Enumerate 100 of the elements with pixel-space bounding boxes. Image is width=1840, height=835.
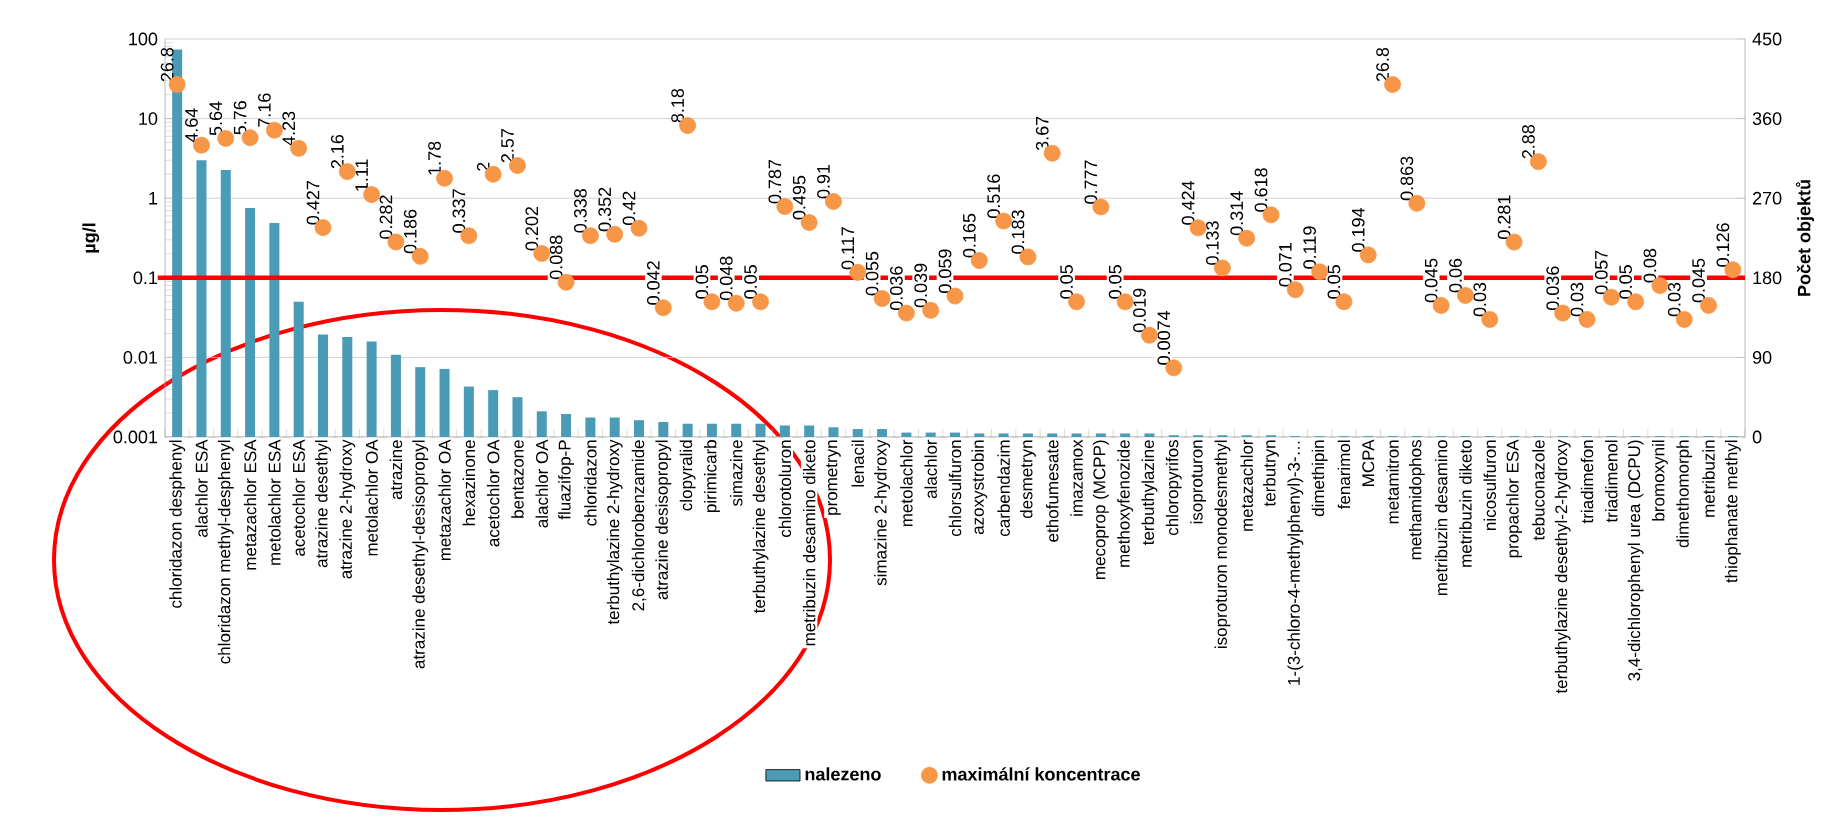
- x-tick-label: 2,6-dichlorobenzamide: [631, 440, 647, 611]
- data-label: 26.8: [1376, 47, 1389, 82]
- x-tick-label: metolachlor: [900, 439, 913, 527]
- x-tick-label: ethofumesate: [1045, 440, 1059, 542]
- x-tick-label: terbutryn: [1263, 440, 1279, 507]
- x-tick-label: methoxyfenozide: [1117, 440, 1134, 567]
- x-tick-label: desmetryn: [1020, 440, 1036, 519]
- data-label: 2.16: [330, 134, 344, 169]
- data-label: 0.06: [1449, 258, 1462, 293]
- y-tick-label: 0.1: [133, 271, 158, 285]
- x-tick-label: tebuconazole: [1532, 440, 1545, 541]
- x-tick-label: terbuthylazine desethyl-2-hydroxy: [1554, 439, 1571, 694]
- x-tick-label: hexazinone: [462, 440, 476, 526]
- x-tick-label: metazachlor OA: [438, 439, 451, 561]
- legend-label: nalezeno: [805, 767, 881, 781]
- data-label: 0.048: [719, 256, 733, 301]
- data-label: 0.05: [1108, 265, 1122, 299]
- x-tick-label: metribuzin: [1702, 440, 1715, 517]
- data-label: 0.05: [695, 265, 709, 299]
- x-tick-label: terbuthylazine: [1141, 440, 1158, 545]
- data-label: 0.338: [574, 189, 587, 233]
- data-label: 0.059: [938, 249, 952, 293]
- data-label: 0.05: [744, 265, 757, 299]
- data-label: 0.055: [865, 251, 879, 296]
- data-label: 0.165: [962, 213, 976, 258]
- x-tick-label: atrazine desethyl-desisopropyl: [412, 440, 429, 669]
- data-label: 0.036: [1546, 266, 1560, 311]
- x-tick-label: metazachlor ESA: [243, 439, 257, 570]
- y-tick-label: 0.01: [123, 351, 158, 364]
- x-tick-label: triadimefon: [1580, 440, 1594, 524]
- x-tick-label: lenacil: [851, 440, 865, 487]
- data-label: 0.516: [987, 174, 1001, 218]
- data-label: 0.91: [817, 164, 830, 199]
- data-label: 0.787: [768, 159, 782, 204]
- x-tick-label: metribuzin desamino diketo: [802, 440, 816, 646]
- data-label: 0.05: [1327, 265, 1341, 299]
- data-label: 0.618: [1254, 168, 1268, 212]
- x-tick-label: MCPA: [1362, 439, 1375, 486]
- data-label: 0.039: [914, 263, 928, 308]
- data-label: 1.11: [355, 159, 368, 191]
- x-tick-label: metazachlor: [1240, 439, 1253, 531]
- data-label: 0.119: [1303, 226, 1317, 269]
- x-tick-label: 3,4-dichlorophenyl urea (DCPU): [1627, 440, 1644, 681]
- data-label: 0.019: [1133, 288, 1146, 333]
- data-label: 26.8: [160, 47, 174, 82]
- x-tick-label: propachlor ESA: [1506, 439, 1522, 558]
- y-axis-title: µg/l: [82, 223, 100, 253]
- data-label: 0.42: [622, 191, 636, 226]
- x-tick-label: clopyralid: [679, 440, 696, 511]
- x-tick-label: alachlor: [924, 439, 937, 499]
- x-tick-label: acetochlor OA: [486, 439, 500, 547]
- x-tick-label: isoproturon monodesmethyl: [1214, 440, 1231, 649]
- x-tick-label: nicosulfuron: [1483, 440, 1497, 530]
- x-tick-label: prometryn: [826, 440, 841, 515]
- data-label: 0.03: [1667, 282, 1681, 317]
- data-label: 5.76: [233, 101, 247, 135]
- x-tick-label: atrazine desethyl: [315, 440, 331, 568]
- x-tick-label: terbuthylazine desethyl: [752, 440, 769, 614]
- x-tick-label: bentazone: [511, 440, 524, 518]
- x-tick-label: thiophanate methyl: [1724, 440, 1741, 583]
- data-label: 0.088: [549, 235, 563, 280]
- data-label: 1.78: [428, 141, 441, 175]
- x-tick-label: metolachlor ESA: [268, 439, 281, 565]
- data-label: 0.183: [1011, 210, 1025, 254]
- y2-tick-label: 450: [1752, 32, 1782, 46]
- x-tick-label: atrazine 2-hydroxy: [339, 439, 356, 579]
- data-label: 4.23: [282, 111, 296, 146]
- data-label: 0.314: [1230, 191, 1244, 236]
- x-tick-label: chloridazon desphenyl: [169, 440, 186, 608]
- data-label: 7.16: [258, 93, 271, 127]
- data-label: 0.03: [1570, 282, 1584, 317]
- data-label: 5.64: [209, 101, 223, 136]
- y-tick-label: 0.001: [113, 430, 158, 444]
- data-label: 0.186: [403, 209, 417, 254]
- x-tick-label: metolachlor OA: [365, 439, 378, 556]
- x-tick-label: 1-(3-chloro-4-methylphenyl)-3-…: [1287, 441, 1304, 685]
- data-label: 0.057: [1594, 250, 1608, 295]
- x-tick-label: chlorotoluron: [778, 440, 792, 537]
- data-label: 8.18: [671, 88, 685, 123]
- x-tick-label: metribuzin desamino: [1434, 440, 1448, 596]
- x-tick-label: alachlor ESA: [195, 439, 208, 537]
- y2-tick-label: 0: [1752, 430, 1762, 444]
- x-tick-label: acetochlor ESA: [292, 439, 305, 556]
- legend-label: maximální koncentrace: [942, 767, 1140, 781]
- data-label: 0.045: [1424, 258, 1438, 303]
- data-label: 0.352: [598, 187, 612, 232]
- data-label: 0.036: [890, 266, 903, 311]
- x-tick-label: bromoxynil: [1652, 440, 1668, 521]
- data-label: 0.281: [1497, 195, 1511, 239]
- data-label: 0.202: [525, 206, 539, 251]
- data-label: 0.427: [306, 181, 320, 225]
- data-label: 0.05: [1619, 265, 1633, 299]
- x-tick-label: chloridazon methyl-desphenyl: [217, 440, 234, 664]
- x-tick-label: azoxystrobin: [971, 440, 988, 535]
- data-label: 3.67: [1035, 116, 1049, 151]
- y-tick-label: 10: [139, 112, 158, 125]
- y2-tick-label: 180: [1753, 271, 1782, 285]
- x-tick-label: dimethomorph: [1676, 440, 1693, 548]
- data-label: 0.05: [1060, 265, 1073, 299]
- data-label: 0.0074: [1157, 310, 1171, 365]
